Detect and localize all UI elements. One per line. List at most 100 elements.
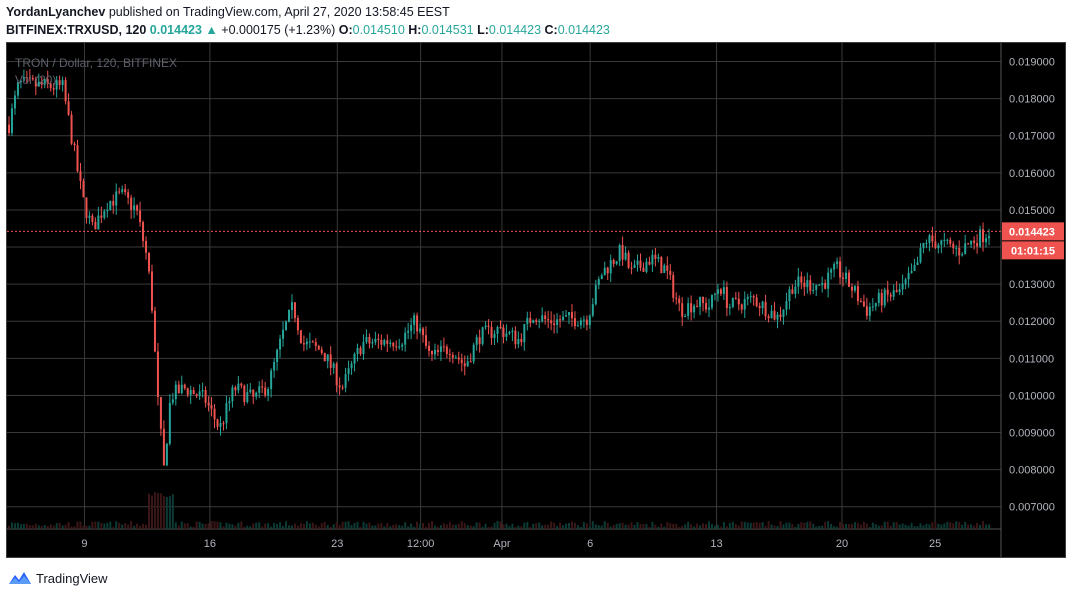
footer-brand[interactable]: TradingView	[8, 568, 108, 588]
candle-body	[10, 108, 13, 133]
volume-bar	[898, 524, 901, 529]
candle-body	[833, 264, 836, 270]
candle-body	[204, 390, 207, 403]
volume-bar	[371, 525, 374, 529]
candle-body	[597, 279, 600, 286]
candle-body	[538, 321, 541, 323]
volume-bar	[666, 522, 669, 529]
volume-bar	[734, 523, 737, 529]
candle-body	[964, 243, 967, 255]
candle-body	[955, 247, 958, 249]
candle-body	[636, 260, 639, 265]
volume-legend[interactable]: Vol (20)	[15, 73, 57, 87]
volume-bar	[842, 524, 845, 529]
chart-panel[interactable]: 0.019000 0.018000 0.017000 0.016000 0.015000…	[6, 42, 1066, 558]
candle-body	[88, 215, 91, 218]
volume-bar	[148, 493, 150, 529]
volume-bar	[582, 522, 585, 529]
volume-bar	[794, 526, 797, 529]
candle-body	[407, 330, 410, 333]
candle-body	[153, 310, 156, 352]
volume-bar	[943, 523, 946, 529]
candle-body	[28, 77, 31, 79]
volume-bar	[728, 523, 731, 529]
volume-bar	[877, 525, 880, 529]
candle-body	[70, 114, 73, 144]
volume-bar	[448, 521, 451, 529]
volume-bar	[952, 523, 955, 529]
candle-body	[850, 286, 853, 291]
volume-bar	[171, 494, 174, 529]
volume-bar	[708, 521, 710, 529]
volume-bar	[511, 523, 514, 529]
candle-body	[669, 270, 672, 275]
volume-bar	[430, 521, 433, 529]
price-change: +0.000175 (+1.23%)	[221, 23, 336, 37]
brand-label: TradingView	[36, 570, 108, 586]
volume-bar	[192, 526, 195, 529]
volume-bar	[255, 522, 258, 529]
candle-body	[928, 235, 931, 243]
x-axis-tick-label: 12:00	[407, 538, 435, 550]
volume-bar	[982, 521, 985, 529]
volume-bar	[785, 522, 788, 529]
volume-bar	[839, 521, 842, 529]
volume-bar	[19, 524, 22, 529]
volume-bar	[848, 524, 850, 529]
volume-bar	[818, 525, 821, 529]
volume-bar	[693, 526, 696, 529]
candle-body	[514, 330, 517, 345]
candle-body	[267, 389, 270, 396]
candle-body	[67, 101, 70, 115]
candle-body	[380, 340, 383, 345]
candle-body	[162, 428, 165, 466]
volume-bar	[868, 526, 871, 529]
volume-bar	[559, 522, 562, 529]
volume-bar	[425, 526, 428, 529]
volume-bar	[264, 523, 267, 529]
candle-body	[934, 241, 937, 249]
price-chart[interactable]: 0.019000 0.018000 0.017000 0.016000 0.015000…	[7, 43, 1065, 557]
author-name[interactable]: YordanLyanchev	[6, 5, 106, 19]
volume-bar	[553, 522, 556, 529]
candle-body	[842, 277, 845, 279]
volume-bar	[731, 521, 734, 529]
volume-bar	[710, 523, 713, 529]
volume-bar	[189, 526, 192, 529]
volume-bar	[270, 526, 273, 529]
candle-body	[91, 215, 94, 222]
candle-body	[255, 392, 258, 397]
volume-bar	[719, 526, 722, 529]
candle-body	[264, 387, 267, 396]
candle-body	[797, 276, 800, 287]
volume-bar	[85, 525, 88, 529]
volume-bar	[702, 523, 705, 529]
volume-bar	[663, 526, 666, 529]
candle-body	[547, 319, 550, 321]
volume-bar	[40, 525, 43, 529]
last-price-label: 0.014423	[1009, 226, 1055, 238]
volume-bar	[865, 523, 868, 529]
candle-body	[386, 340, 389, 344]
candle-body	[31, 77, 34, 80]
volume-bar	[949, 522, 952, 529]
candle-body	[97, 215, 100, 230]
last-price-label-bg	[1002, 222, 1064, 241]
candle-body	[556, 319, 559, 326]
volume-bar	[413, 526, 416, 529]
volume-bar	[317, 526, 320, 529]
volume-bar	[153, 492, 156, 529]
candle-body	[690, 303, 693, 313]
volume-bar	[496, 521, 499, 529]
series-legend[interactable]: TRON / Dollar, 120, BITFINEX	[15, 56, 178, 70]
candle-body	[305, 341, 308, 345]
candle-body	[311, 341, 314, 343]
candle-body	[639, 260, 642, 268]
volume-bar	[690, 524, 693, 529]
candle-body	[261, 386, 264, 388]
candle-body	[448, 354, 451, 356]
volume-bar	[856, 522, 859, 529]
volume-bar	[606, 522, 609, 529]
volume-bar	[740, 521, 743, 529]
x-axis-tick-label: Apr	[493, 538, 510, 550]
